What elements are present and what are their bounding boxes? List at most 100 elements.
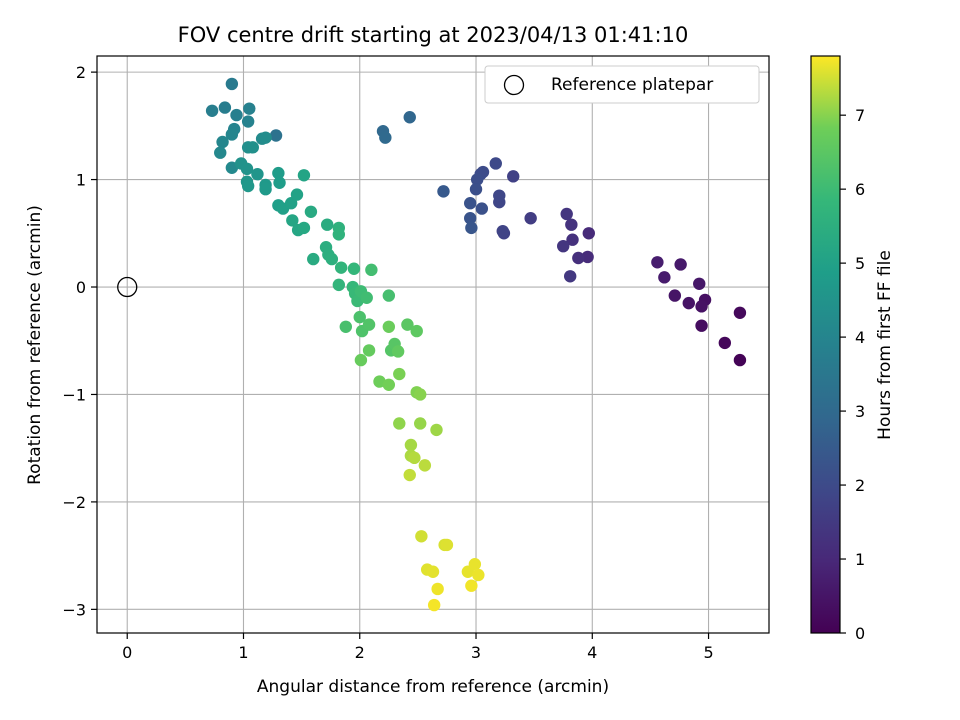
data-point — [693, 277, 706, 290]
data-point — [414, 388, 427, 401]
data-point — [332, 228, 346, 241]
data-point — [408, 451, 421, 465]
y-tick-label: 1 — [76, 171, 86, 190]
data-point — [325, 252, 339, 266]
data-point — [205, 104, 219, 117]
y-tick-label: 2 — [76, 63, 86, 82]
data-point — [353, 310, 366, 324]
y-axis-label: Rotation from reference (arcmin) — [25, 205, 45, 485]
data-point — [414, 417, 427, 430]
data-point — [393, 367, 406, 381]
x-axis-label: Angular distance from reference (arcmin) — [257, 677, 609, 697]
data-point — [403, 111, 416, 124]
data-point — [297, 169, 311, 182]
data-point — [382, 289, 396, 302]
data-point — [404, 438, 418, 452]
data-point — [496, 224, 509, 238]
data-point — [290, 188, 304, 201]
data-point — [563, 270, 577, 283]
data-point — [272, 166, 285, 180]
data-point — [565, 218, 578, 231]
legend-marker-open-circle — [503, 74, 525, 96]
data-point — [240, 162, 254, 176]
colorbar-tick-label: 1 — [855, 550, 865, 569]
data-point — [362, 344, 376, 357]
data-point — [465, 579, 478, 592]
data-point — [465, 221, 478, 235]
data-point — [557, 239, 570, 253]
data-point — [651, 256, 664, 269]
x-tick-label: 2 — [355, 643, 365, 662]
data-point — [464, 197, 477, 210]
data-point — [426, 565, 440, 578]
x-tick-label: 5 — [703, 643, 713, 662]
data-point — [403, 468, 416, 482]
data-point — [321, 218, 334, 231]
y-tick-label: −1 — [62, 385, 86, 404]
data-point — [581, 250, 594, 264]
legend-label-reference-platepar: Reference platepar — [551, 75, 713, 95]
x-tick-label: 3 — [471, 643, 481, 662]
legend-box — [484, 65, 760, 104]
x-axis-ticks: 0 1 2 3 4 5 — [122, 633, 714, 662]
colorbar-frame — [810, 55, 841, 634]
data-point — [225, 161, 239, 174]
data-point — [273, 176, 286, 189]
data-point — [733, 353, 747, 367]
data-point — [682, 296, 695, 310]
data-point — [339, 320, 353, 333]
data-point — [214, 146, 227, 159]
data-point — [582, 227, 595, 240]
data-point — [251, 167, 264, 181]
data-point — [469, 183, 483, 196]
data-point — [418, 459, 432, 472]
legend: Reference platepar — [484, 65, 760, 104]
x-tick-label: 1 — [238, 643, 248, 662]
data-point — [572, 251, 585, 265]
colorbar-tick-label: 6 — [855, 180, 865, 199]
data-point — [472, 568, 485, 582]
plot-frame — [96, 55, 770, 634]
colorbar-label: Hours from first FF file — [875, 250, 895, 440]
data-point — [365, 263, 378, 277]
colorbar-tick-label: 3 — [855, 402, 865, 421]
colorbar-tick-label: 0 — [855, 624, 865, 643]
data-point — [668, 289, 682, 302]
data-point — [489, 157, 502, 170]
data-point — [362, 318, 376, 331]
colorbar: 0 1 2 3 4 5 6 7 Hours from first FF file — [810, 55, 895, 643]
data-point — [430, 423, 443, 437]
data-point — [718, 336, 732, 350]
data-point — [427, 598, 441, 612]
data-point — [373, 375, 386, 388]
data-point — [401, 318, 414, 331]
data-point — [259, 131, 272, 144]
colorbar-ticks: 0 1 2 3 4 5 6 7 — [840, 106, 865, 643]
data-point — [347, 262, 361, 275]
x-tick-label: 0 — [122, 643, 132, 662]
data-point — [259, 183, 272, 196]
reference-platepar-marker — [117, 276, 138, 298]
data-point — [560, 207, 573, 221]
data-point — [382, 320, 396, 333]
colorbar-tick-label: 4 — [855, 328, 865, 347]
grid-lines — [97, 56, 769, 633]
data-point — [475, 202, 489, 215]
colorbar-tick-label: 7 — [855, 106, 865, 125]
data-point — [382, 378, 396, 391]
data-point — [674, 258, 687, 271]
data-point — [695, 300, 708, 313]
data-point — [241, 179, 255, 193]
data-point — [286, 214, 299, 227]
data-point — [216, 135, 229, 149]
data-point — [379, 131, 392, 144]
colorbar-gradient — [811, 56, 840, 633]
data-points — [205, 77, 747, 612]
data-point — [524, 212, 537, 225]
data-point — [297, 221, 311, 235]
data-point — [334, 261, 348, 274]
data-point — [269, 129, 283, 142]
data-point — [332, 278, 346, 292]
data-point — [393, 417, 406, 430]
data-point — [218, 101, 232, 114]
